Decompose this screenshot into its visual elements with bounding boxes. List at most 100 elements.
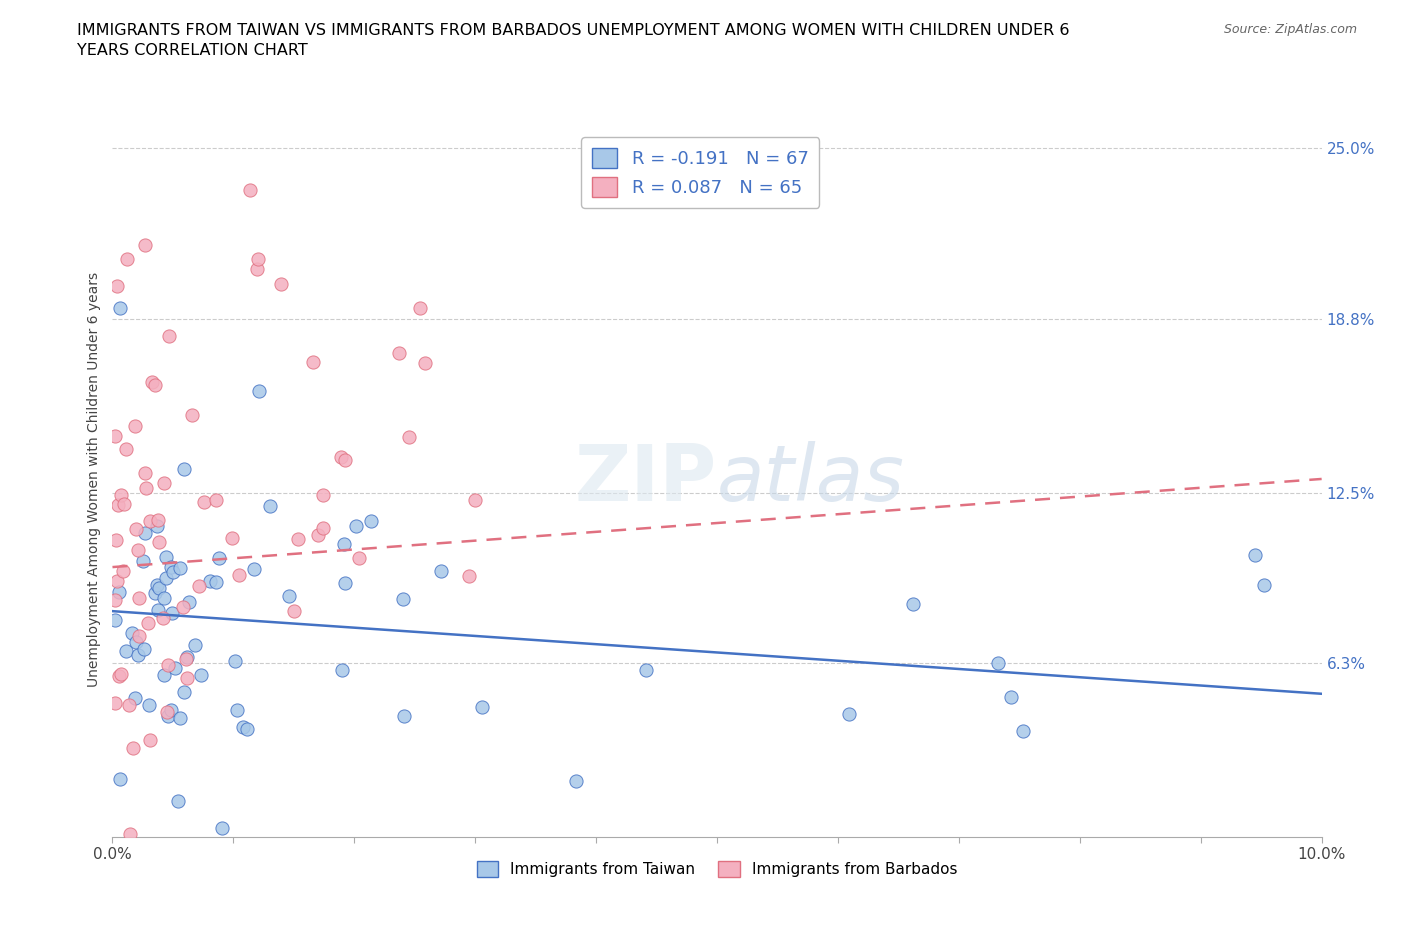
Point: [176, 671, 198, 685]
Point: [148, 535, 170, 550]
Point: [225, 703, 247, 718]
Point: [430, 564, 453, 578]
Point: [135, 481, 157, 496]
Point: [224, 654, 246, 669]
Point: [122, 740, 145, 755]
Point: [246, 261, 269, 276]
Point: [159, 702, 181, 717]
Point: [176, 651, 198, 666]
Point: [349, 551, 371, 565]
Point: [132, 554, 155, 569]
Point: [394, 709, 416, 724]
Point: [139, 733, 162, 748]
Point: [143, 378, 166, 392]
Text: IMMIGRANTS FROM TAIWAN VS IMMIGRANTS FROM BARBADOS UNEMPLOYMENT AMONG WOMEN WITH: IMMIGRANTS FROM TAIWAN VS IMMIGRANTS FRO…: [77, 23, 1070, 58]
Point: [187, 579, 209, 594]
Point: [270, 276, 292, 291]
Point: [132, 642, 155, 657]
Point: [104, 695, 127, 710]
Point: [157, 328, 180, 343]
Point: [183, 637, 205, 652]
Point: [312, 521, 335, 536]
Point: [166, 793, 188, 808]
Point: [193, 494, 215, 509]
Point: [838, 706, 860, 721]
Point: [259, 498, 281, 513]
Point: [413, 356, 436, 371]
Point: [115, 251, 138, 266]
Point: [108, 772, 131, 787]
Point: [221, 531, 243, 546]
Point: [172, 600, 194, 615]
Point: [307, 528, 329, 543]
Point: [329, 449, 352, 464]
Point: [124, 691, 146, 706]
Point: [155, 571, 177, 586]
Point: [111, 564, 134, 578]
Point: [211, 820, 233, 835]
Point: [141, 375, 163, 390]
Point: [205, 575, 228, 590]
Point: [471, 699, 494, 714]
Point: [398, 430, 420, 445]
Point: [104, 532, 127, 547]
Point: [118, 827, 141, 842]
Point: [104, 613, 127, 628]
Point: [146, 603, 169, 618]
Point: [228, 568, 250, 583]
Point: [173, 461, 195, 476]
Point: [634, 662, 657, 677]
Point: [146, 578, 169, 592]
Point: [153, 591, 176, 605]
Point: [104, 592, 127, 607]
Point: [1012, 724, 1035, 738]
Point: [205, 493, 228, 508]
Point: [118, 698, 141, 713]
Text: atlas: atlas: [717, 441, 905, 517]
Point: [903, 596, 925, 611]
Point: [138, 698, 160, 712]
Point: [110, 667, 132, 682]
Text: Source: ZipAtlas.com: Source: ZipAtlas.com: [1223, 23, 1357, 36]
Point: [156, 705, 179, 720]
Point: [153, 668, 176, 683]
Point: [127, 543, 149, 558]
Point: [238, 182, 260, 197]
Point: [139, 514, 162, 529]
Point: [152, 610, 174, 625]
Text: ZIP: ZIP: [575, 441, 717, 517]
Point: [243, 562, 266, 577]
Point: [159, 560, 181, 575]
Point: [1253, 578, 1275, 592]
Point: [157, 708, 180, 723]
Point: [165, 660, 187, 675]
Point: [565, 774, 588, 789]
Point: [107, 498, 129, 512]
Point: [458, 568, 481, 583]
Point: [198, 574, 221, 589]
Point: [464, 492, 486, 507]
Point: [114, 442, 136, 457]
Point: [134, 466, 156, 481]
Point: [179, 594, 201, 609]
Point: [112, 497, 135, 512]
Point: [247, 252, 270, 267]
Point: [283, 604, 305, 618]
Point: [125, 521, 148, 536]
Point: [176, 649, 198, 664]
Point: [247, 383, 270, 398]
Point: [360, 513, 382, 528]
Point: [330, 663, 353, 678]
Legend: Immigrants from Taiwan, Immigrants from Barbados: Immigrants from Taiwan, Immigrants from …: [471, 855, 963, 884]
Point: [134, 237, 156, 252]
Point: [155, 550, 177, 565]
Point: [232, 720, 254, 735]
Point: [333, 576, 356, 591]
Point: [312, 487, 335, 502]
Point: [987, 656, 1010, 671]
Point: [1000, 689, 1022, 704]
Point: [208, 551, 231, 565]
Point: [128, 629, 150, 644]
Point: [153, 475, 176, 490]
Point: [107, 669, 129, 684]
